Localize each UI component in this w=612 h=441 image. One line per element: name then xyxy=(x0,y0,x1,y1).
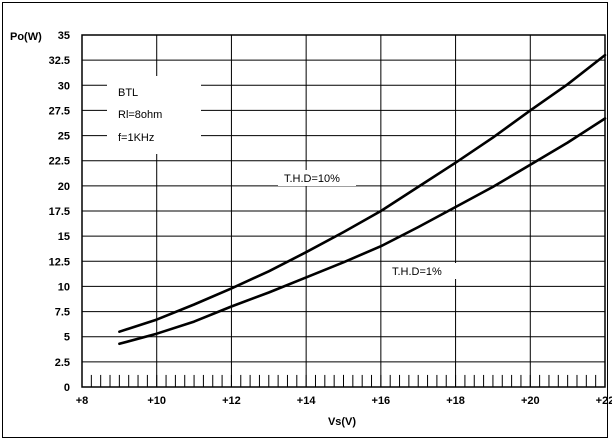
y-tick-label: 25 xyxy=(58,131,70,143)
y-axis-label: Po(W) xyxy=(10,31,42,43)
x-tick-label: +18 xyxy=(446,395,465,407)
series-line-thd10 xyxy=(118,53,607,334)
x-tick-label: +10 xyxy=(147,395,166,407)
y-tick-label: 22.5 xyxy=(49,156,70,168)
y-tick-label: 17.5 xyxy=(49,206,70,218)
series-line-thd1 xyxy=(118,117,607,346)
curve-label-thd1: T.H.D=1% xyxy=(387,263,459,279)
x-tick-label: +8 xyxy=(76,395,89,407)
y-tick-label: 10 xyxy=(58,281,70,293)
x-tick-label: +20 xyxy=(521,395,540,407)
curve-label-thd10: T.H.D=10% xyxy=(278,170,356,186)
y-tick-label: 20 xyxy=(58,181,70,193)
series-lines xyxy=(118,53,607,346)
y-tick-label: 32.5 xyxy=(49,55,70,67)
x-tick-label: +16 xyxy=(372,395,391,407)
y-tick-label: 2.5 xyxy=(55,357,70,369)
minor-x-ticks xyxy=(90,374,597,387)
x-tick-labels: +8 +10 +12 +14 +16 +18 +20 +22 xyxy=(76,395,612,407)
y-tick-label: 5 xyxy=(64,332,70,344)
x-tick-label: +12 xyxy=(222,395,241,407)
x-tick-label: +14 xyxy=(297,395,317,407)
conditions-box: BTL Rl=8ohm f=1KHz xyxy=(107,76,201,154)
y-tick-labels: 0 2.5 5 7.5 10 12.5 15 17.5 20 22.5 25 27.5 30 32.5 35 xyxy=(49,30,70,394)
x-tick-label: +22 xyxy=(596,395,612,407)
y-tick-label: 7.5 xyxy=(55,307,70,319)
annotation-btl: BTL xyxy=(118,87,138,99)
y-tick-label: 30 xyxy=(58,80,70,92)
y-tick-label: 35 xyxy=(58,30,70,42)
y-tick-label: 27.5 xyxy=(49,105,70,117)
y-tick-label: 0 xyxy=(64,382,70,394)
y-tick-label: 15 xyxy=(58,231,70,243)
annotation-thd1: T.H.D=1% xyxy=(392,266,442,278)
annotation-load: Rl=8ohm xyxy=(118,109,162,121)
annotation-thd10: T.H.D=10% xyxy=(284,173,340,185)
y-tick-label: 12.5 xyxy=(49,256,70,268)
annotation-frequency: f=1KHz xyxy=(118,132,154,144)
chart-frame xyxy=(2,2,608,438)
x-axis-label: Vs(V) xyxy=(328,416,356,428)
grid-lines xyxy=(81,34,606,388)
